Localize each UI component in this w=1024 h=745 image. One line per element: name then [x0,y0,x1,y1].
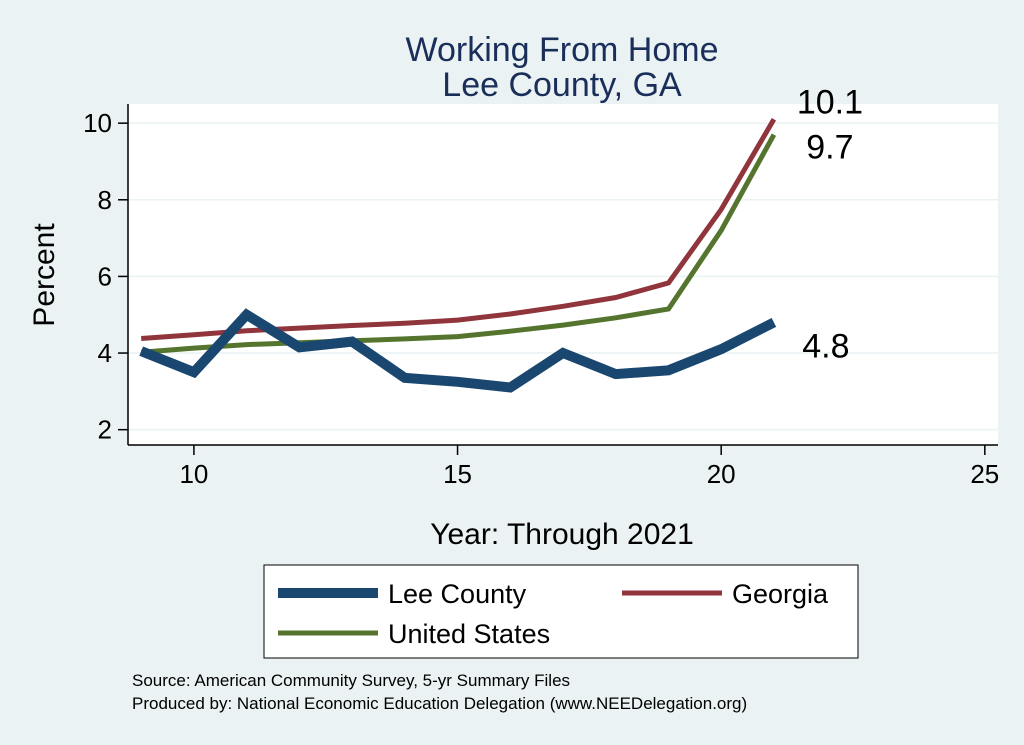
produced-note: Produced by: National Economic Education… [132,694,747,713]
legend-box [263,564,859,659]
end-label-united-states: 9.7 [806,129,853,167]
y-tick-label: 4 [98,338,112,368]
chart-title-line-2: Lee County, GA [442,66,682,104]
end-label-lee-county: 4.8 [802,327,849,365]
end-label-georgia: 10.1 [797,83,863,121]
x-tick-label: 10 [179,459,208,489]
legend-label-georgia: Georgia [732,579,829,609]
x-axis-label: Year: Through 2021 [430,518,694,551]
legend: Lee County Georgia United States [263,564,859,659]
end-labels: 4.8 10.1 9.7 [797,83,863,365]
y-tick-label: 10 [83,108,112,138]
x-tick-label: 20 [707,459,736,489]
x-tick-label: 25 [970,459,999,489]
y-tick-label: 6 [98,261,112,291]
y-tick-label: 2 [98,415,112,445]
series-lines [139,118,777,393]
y-axis-label: Percent [28,223,61,327]
series-line-united-states [141,133,777,355]
legend-label-lee-county: Lee County [388,579,527,609]
legend-label-united-states: United States [388,619,550,649]
y-tick-label: 8 [98,185,112,215]
plot-area [128,104,998,445]
source-note: Source: American Community Survey, 5-yr … [132,671,570,690]
chart-title-line-1: Working From Home [406,31,719,69]
series-line-lee-county [139,308,777,393]
series-line-georgia [141,118,777,341]
axes: 2 4 6 8 10 10 15 20 25 [83,104,999,489]
x-tick-label: 15 [443,459,472,489]
